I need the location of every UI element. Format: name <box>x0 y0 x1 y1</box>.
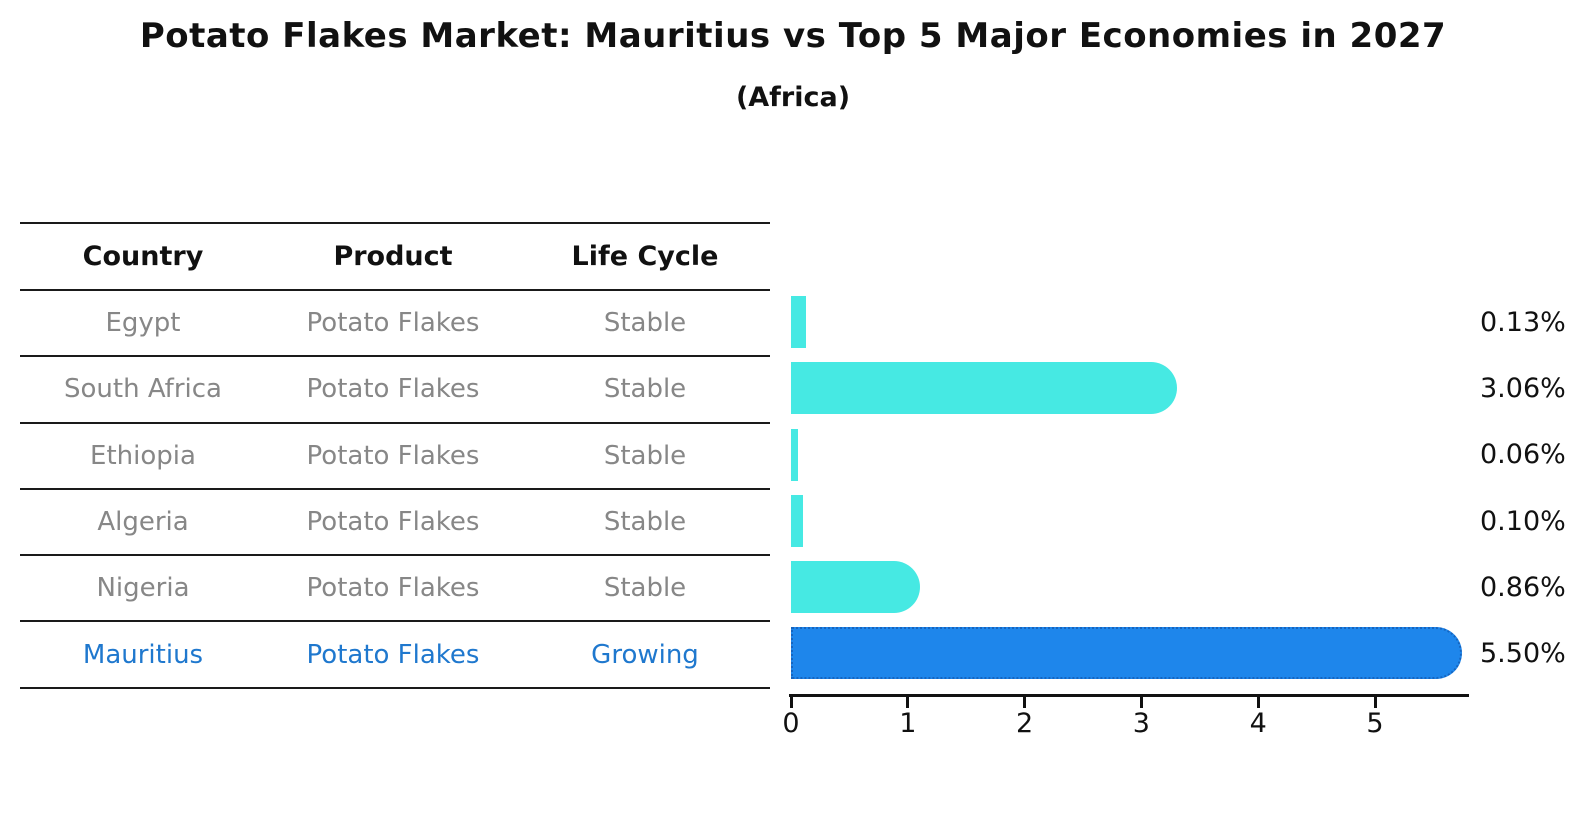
table-cell-product: Potato Flakes <box>306 374 480 405</box>
x-axis-tick <box>789 694 793 708</box>
bar-value-label: 5.50% <box>1480 638 1566 670</box>
bar-row: 0.10% <box>791 488 1586 554</box>
bar-value-label: 0.10% <box>1480 505 1566 537</box>
x-axis-tick-label: 3 <box>1132 708 1150 739</box>
table-cell-life-cycle: Stable <box>603 573 687 604</box>
table-row: Mauritius Potato Flakes Growing <box>20 622 770 689</box>
country-table: Country Product Life Cycle Egypt Potato … <box>20 222 770 689</box>
x-axis-tick <box>1373 694 1377 708</box>
bar <box>791 362 1177 415</box>
x-axis-tick-label: 4 <box>1249 708 1267 739</box>
chart-title: Potato Flakes Market: Mauritius vs Top 5… <box>139 16 1447 56</box>
table-body: Egypt Potato Flakes Stable South Africa … <box>20 291 770 689</box>
bar-chart-area: 0.13% 3.06% 0.06% 0.10% 0.86% 5.50% <box>791 289 1586 687</box>
table-row: Ethiopia Potato Flakes Stable <box>20 424 770 490</box>
table-cell-life-cycle: Stable <box>603 440 687 471</box>
table-cell-product: Potato Flakes <box>306 639 480 670</box>
column-header-life-cycle: Life Cycle <box>571 241 719 272</box>
table-cell-product: Potato Flakes <box>306 573 480 604</box>
bar-row: 0.06% <box>791 422 1586 488</box>
chart-subtitle: (Africa) <box>735 82 851 113</box>
table-cell-country: Egypt <box>105 308 181 339</box>
column-header-country: Country <box>82 241 204 272</box>
x-axis-tick-label: 2 <box>1016 708 1034 739</box>
x-axis-tick-label: 0 <box>782 708 800 739</box>
bar-highlighted <box>791 627 1462 680</box>
bar <box>791 428 798 481</box>
bar <box>791 296 806 348</box>
bar-value-label: 0.86% <box>1480 571 1566 603</box>
table-row: South Africa Potato Flakes Stable <box>20 357 770 424</box>
table-cell-life-cycle: Stable <box>603 507 687 538</box>
bar-row: 0.13% <box>791 289 1586 355</box>
x-axis-tick <box>1139 694 1143 708</box>
x-axis-line <box>789 694 1469 697</box>
table-cell-country: Ethiopia <box>90 440 196 471</box>
table-header-row: Country Product Life Cycle <box>20 224 770 291</box>
table-cell-country: Mauritius <box>82 639 204 670</box>
column-header-product: Product <box>333 241 453 272</box>
table-cell-country: Algeria <box>97 507 189 538</box>
table-cell-life-cycle: Growing <box>591 639 699 670</box>
table-row: Algeria Potato Flakes Stable <box>20 490 770 557</box>
x-axis-tick <box>906 694 910 708</box>
table-cell-life-cycle: Stable <box>603 374 687 405</box>
bar-row: 0.86% <box>791 554 1586 620</box>
table-cell-country: South Africa <box>64 374 222 405</box>
table-cell-life-cycle: Stable <box>603 308 687 339</box>
bar <box>791 561 920 614</box>
bar-value-label: 0.06% <box>1480 439 1566 471</box>
x-axis-tick-label: 1 <box>899 708 917 739</box>
x-axis-tick-label: 5 <box>1366 708 1384 739</box>
bar-value-label: 3.06% <box>1480 372 1566 404</box>
x-axis-tick <box>1023 694 1027 708</box>
bar-row: 3.06% <box>791 355 1586 421</box>
bar-row: 5.50% <box>791 620 1586 686</box>
x-axis-tick <box>1256 694 1260 708</box>
table-cell-product: Potato Flakes <box>306 507 480 538</box>
table-cell-product: Potato Flakes <box>306 308 480 339</box>
table-row: Nigeria Potato Flakes Stable <box>20 556 770 623</box>
table-cell-country: Nigeria <box>96 573 190 604</box>
table-cell-product: Potato Flakes <box>306 440 480 471</box>
bar <box>791 494 803 547</box>
table-row: Egypt Potato Flakes Stable <box>20 291 770 358</box>
bar-value-label: 0.13% <box>1480 306 1566 338</box>
